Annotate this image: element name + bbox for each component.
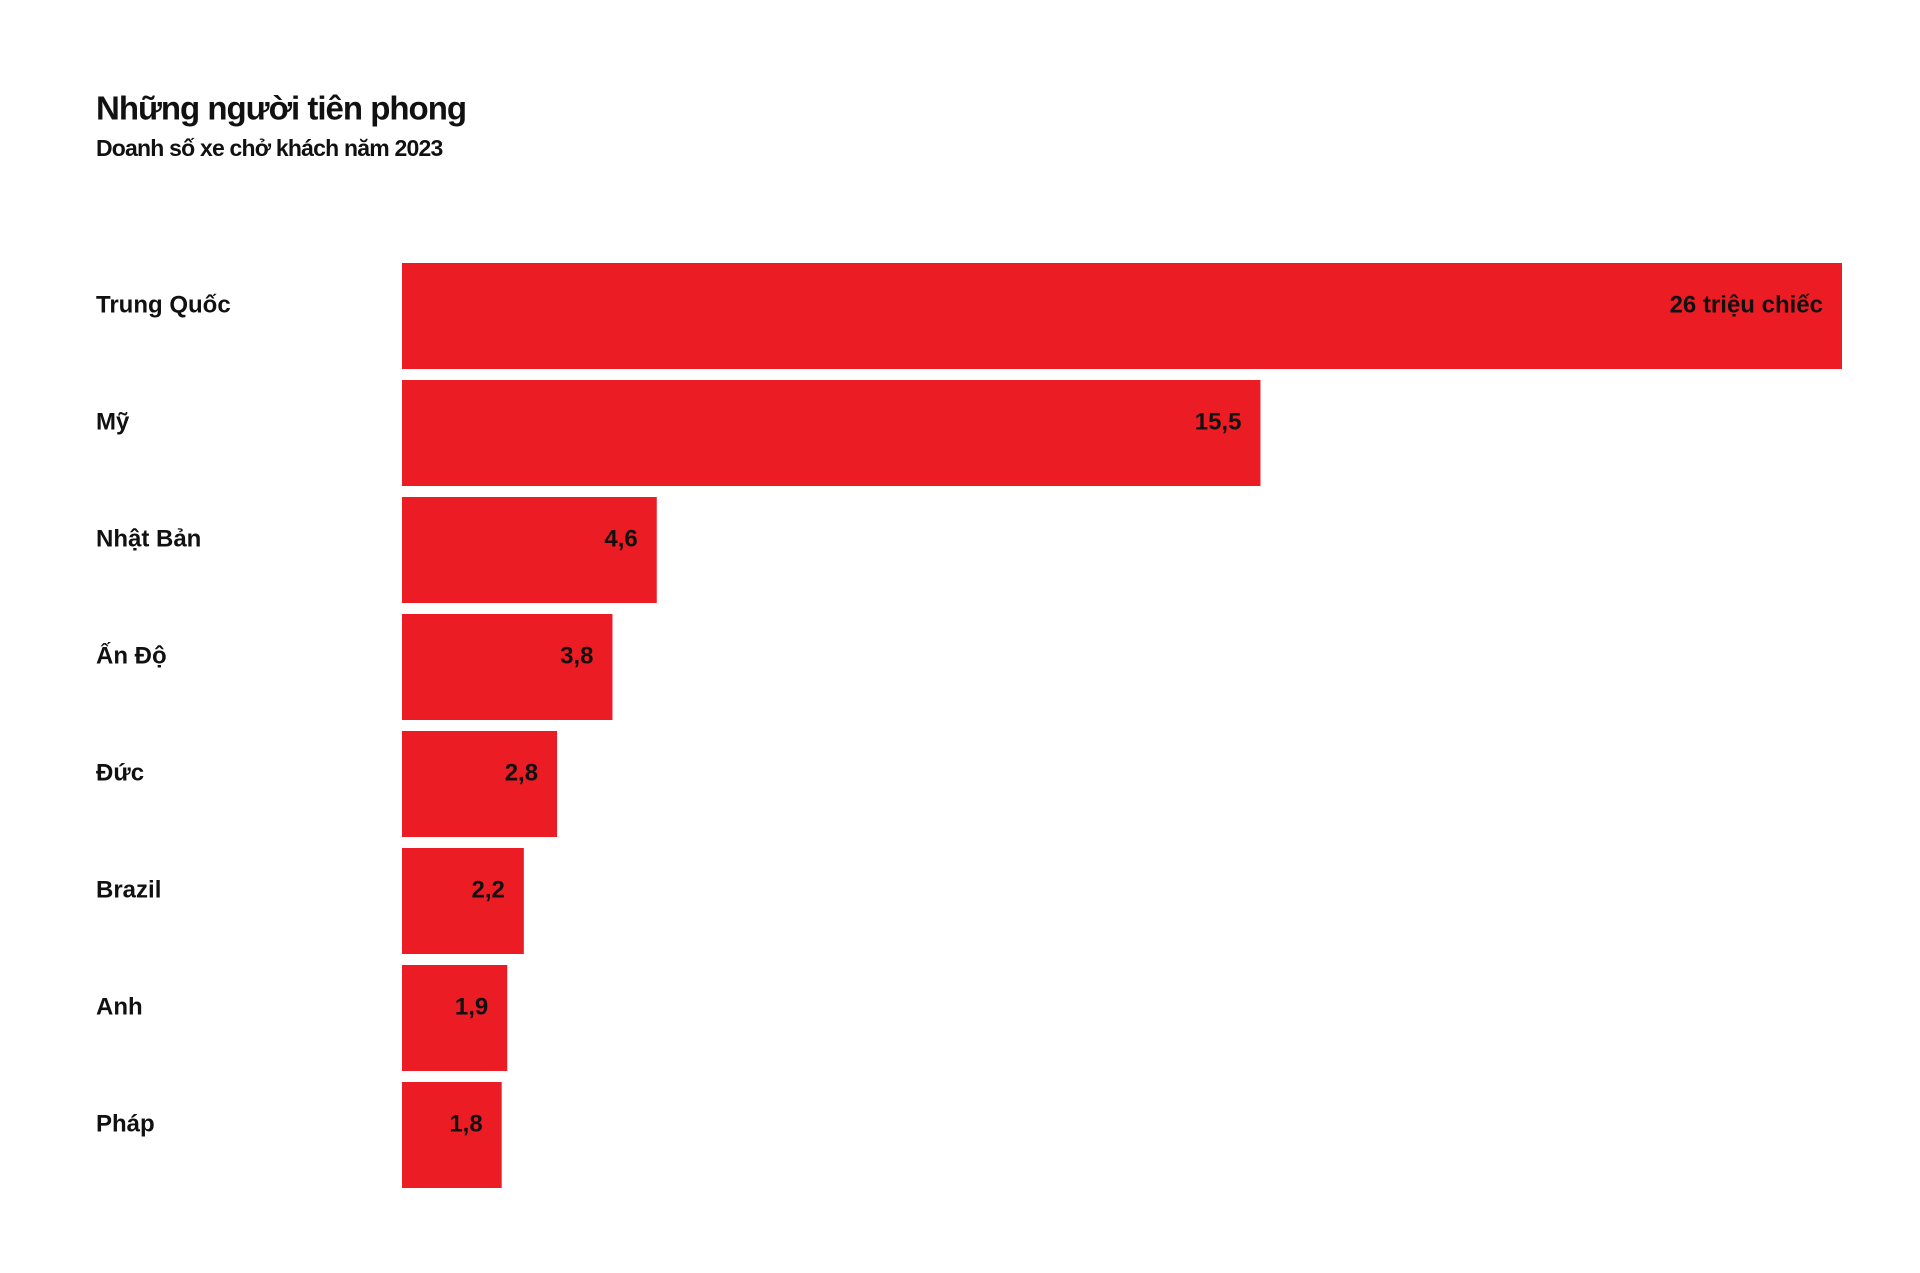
bar [402, 731, 558, 837]
category-label: Ấn Độ [96, 641, 167, 669]
bar [402, 614, 613, 720]
bar [402, 965, 508, 1071]
category-label: Pháp [96, 1110, 155, 1137]
bar [402, 380, 1261, 486]
category-label: Đức [96, 759, 144, 786]
bar [402, 848, 524, 954]
value-label: 1,9 [455, 993, 488, 1020]
value-label: 26 triệu chiếc [1670, 291, 1823, 318]
value-label: 4,6 [604, 525, 637, 552]
value-label: 3,8 [560, 642, 593, 669]
chart-title: Những người tiên phong [96, 90, 466, 127]
bar [402, 1082, 502, 1188]
category-label: Nhật Bản [96, 525, 201, 552]
value-label: 2,8 [505, 759, 538, 786]
category-label: Mỹ [96, 408, 130, 435]
value-label: 15,5 [1195, 408, 1242, 435]
category-label: Brazil [96, 876, 161, 903]
value-label: 1,8 [449, 1110, 482, 1137]
category-label: Anh [96, 993, 143, 1020]
bar [402, 263, 1842, 369]
value-label: 2,2 [471, 876, 504, 903]
chart-subtitle: Doanh số xe chở khách năm 2023 [96, 135, 442, 161]
category-label: Trung Quốc [96, 291, 231, 318]
bar [402, 497, 657, 603]
